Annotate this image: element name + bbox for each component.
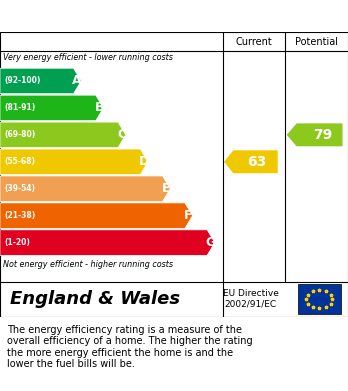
- Text: (55-68): (55-68): [4, 157, 35, 166]
- Text: B: B: [95, 101, 104, 115]
- Text: Very energy efficient - lower running costs: Very energy efficient - lower running co…: [3, 52, 173, 61]
- Text: D: D: [139, 155, 149, 168]
- Polygon shape: [0, 68, 81, 94]
- Polygon shape: [0, 149, 148, 174]
- Text: A: A: [72, 74, 82, 88]
- Text: Not energy efficient - higher running costs: Not energy efficient - higher running co…: [3, 260, 174, 269]
- Text: (1-20): (1-20): [4, 238, 30, 247]
- Text: EU Directive
2002/91/EC: EU Directive 2002/91/EC: [223, 289, 278, 309]
- Polygon shape: [287, 124, 342, 146]
- Text: Current: Current: [236, 36, 272, 47]
- Text: (21-38): (21-38): [4, 211, 35, 220]
- Text: (92-100): (92-100): [4, 77, 41, 86]
- Polygon shape: [224, 150, 278, 173]
- Text: (69-80): (69-80): [4, 130, 35, 139]
- Polygon shape: [0, 203, 192, 228]
- Bar: [298, 284, 341, 314]
- Text: F: F: [184, 209, 192, 222]
- Text: G: G: [205, 236, 216, 249]
- Text: C: C: [117, 128, 126, 141]
- Polygon shape: [0, 95, 103, 121]
- Polygon shape: [0, 230, 215, 255]
- Text: 63: 63: [247, 155, 267, 169]
- Text: Potential: Potential: [295, 36, 338, 47]
- Polygon shape: [0, 176, 170, 201]
- Polygon shape: [0, 122, 126, 147]
- Text: (39-54): (39-54): [4, 184, 35, 193]
- Text: (81-91): (81-91): [4, 103, 35, 112]
- Text: 79: 79: [313, 128, 332, 142]
- Text: England & Wales: England & Wales: [10, 290, 181, 308]
- Text: Energy Efficiency Rating: Energy Efficiency Rating: [63, 9, 285, 23]
- Text: E: E: [162, 182, 170, 195]
- Text: The energy efficiency rating is a measure of the
overall efficiency of a home. T: The energy efficiency rating is a measur…: [7, 325, 253, 369]
